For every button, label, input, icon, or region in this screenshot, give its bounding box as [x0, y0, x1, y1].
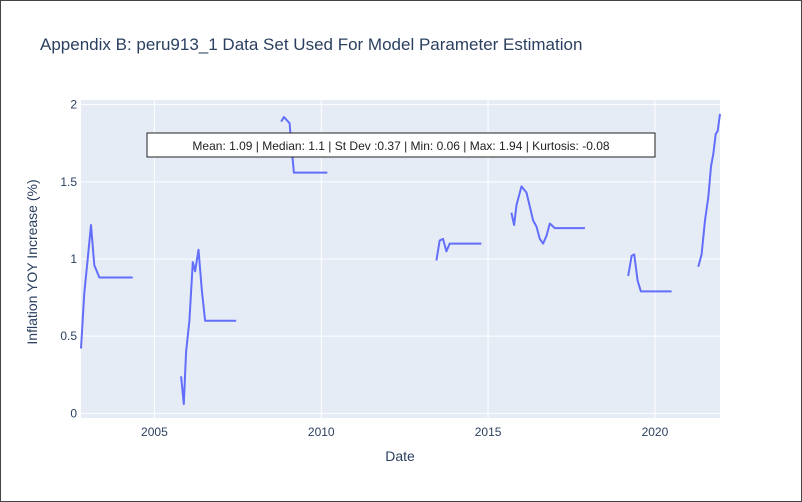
x-tick-labels: 2005 2010 2015 2020: [141, 425, 669, 439]
chart-title: Appendix B: peru913_1 Data Set Used For …: [40, 35, 582, 54]
series-line-segment: [80, 224, 133, 349]
stats-annotation: Mean: 1.09 | Median: 1.1 | St Dev :0.37 …: [146, 132, 656, 158]
y-axis-title: Inflation YOY Increase (%): [24, 179, 40, 344]
x-tick-label: 2015: [475, 425, 502, 439]
series-line-segment: [435, 237, 482, 261]
y-tick-label: 1.5: [60, 175, 77, 189]
series-line-segment: [180, 248, 237, 406]
series-line-segment: [510, 185, 585, 245]
x-tick-label: 2020: [642, 425, 669, 439]
series-line-segment: [627, 253, 672, 293]
x-tick-label: 2005: [141, 425, 168, 439]
x-tick-label: 2010: [308, 425, 335, 439]
y-tick-label: 1: [70, 252, 77, 266]
stats-annotation-box: [146, 132, 656, 158]
y-tick-labels: 0 0.5 1 1.5 2: [60, 98, 77, 421]
y-tick-label: 0.5: [60, 329, 77, 343]
y-tick-label: 2: [70, 98, 77, 112]
x-axis-title: Date: [385, 448, 415, 464]
stats-annotation-text: Mean: 1.09 | Median: 1.1 | St Dev :0.37 …: [192, 139, 609, 153]
series-lines: [80, 113, 721, 406]
series-line-segment: [697, 113, 721, 267]
y-tick-label: 0: [70, 406, 77, 420]
